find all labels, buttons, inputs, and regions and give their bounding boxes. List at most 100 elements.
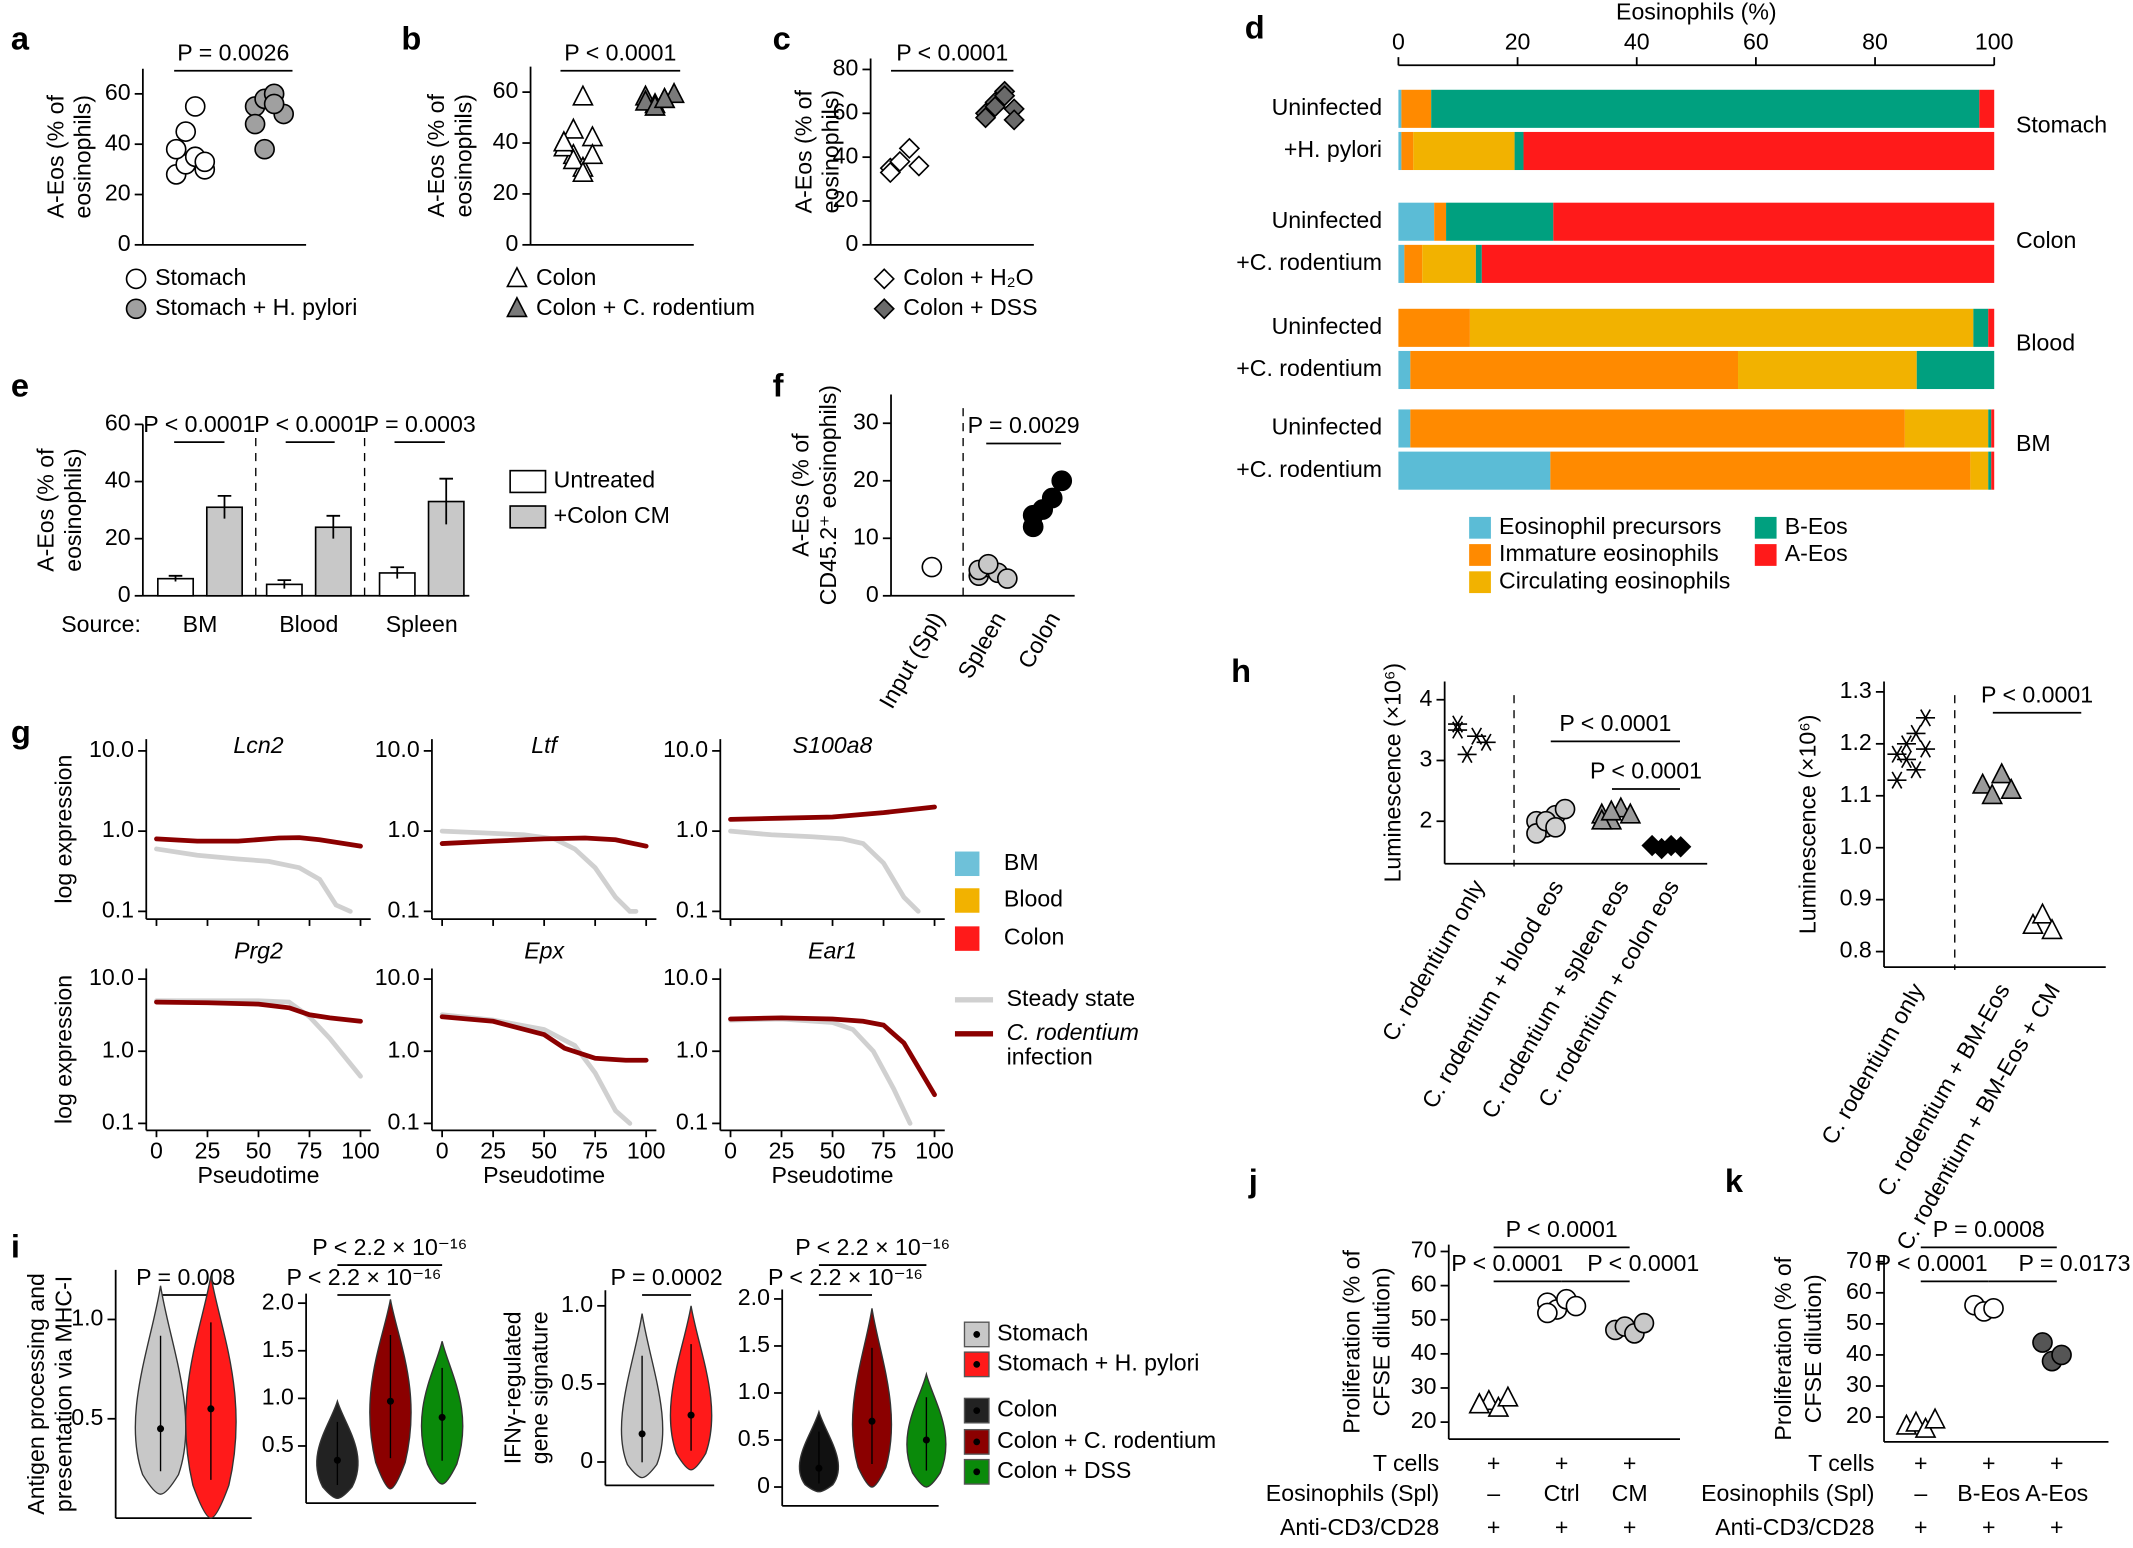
y-tick-label: 1.3: [1840, 677, 1872, 703]
legend-swatch: [509, 505, 547, 529]
condition-cell: +: [1914, 1514, 1928, 1540]
bar-segment: [1973, 308, 1989, 347]
legend-dot: [973, 1331, 981, 1338]
x-tick-label: Colon: [1013, 607, 1066, 672]
median-point: [207, 1405, 215, 1413]
y-tick-label: 2: [1420, 806, 1433, 832]
panel-letter: b: [401, 19, 421, 56]
bar-segment: [1469, 308, 1974, 347]
data-point: [2032, 1332, 2053, 1353]
trend-line: [728, 828, 921, 914]
trend-line: [154, 835, 363, 849]
y-tick-label: 50: [1411, 1305, 1437, 1331]
y-tick-label: 20: [1411, 1407, 1437, 1433]
bar-segment: [1422, 244, 1476, 283]
y-tick-label: 40: [105, 129, 131, 155]
panel-letter: d: [1245, 9, 1265, 46]
group-label: Blood: [2016, 329, 2075, 355]
row-label: +C. rodentium: [1236, 249, 1382, 275]
legend-label: Colon: [997, 1396, 1057, 1422]
x-tick-label: BM: [183, 611, 218, 637]
y-tick-label: 0: [118, 230, 131, 256]
bar-segment: [1401, 131, 1414, 171]
x-tick-label: 50: [531, 1137, 557, 1163]
data-point: [244, 113, 266, 135]
data-point: [2031, 902, 2054, 924]
error-bar: [277, 579, 292, 589]
condition-cell: Ctrl: [1544, 1480, 1580, 1506]
data-point: [1971, 772, 1994, 794]
bar-segment: [1738, 350, 1917, 390]
y-axis-label: IFNγ-regulated: [499, 1311, 525, 1464]
bar-segment: [1916, 350, 1995, 390]
y-tick-label: 60: [105, 410, 131, 436]
bar-segment: [1991, 451, 1995, 490]
y-tick-label: 60: [1411, 1271, 1437, 1297]
median-point: [922, 1436, 930, 1444]
y-tick-label: 10.0: [663, 964, 708, 990]
x-axis-label: Pseudotime: [772, 1162, 894, 1188]
trend-line: [728, 804, 937, 822]
y-tick-label: 1.0: [1840, 833, 1872, 859]
y-axis-label: CD45.2⁺ eosinophils): [815, 385, 841, 605]
chart-title: S100a8: [793, 732, 873, 758]
bar-segment: [1398, 350, 1411, 390]
row-label: Uninfected: [1272, 207, 1382, 233]
y-tick-label: 0.8: [1840, 937, 1872, 963]
bar-segment: [1988, 308, 1995, 347]
bar-segment: [1410, 409, 1905, 448]
panel-letter: c: [773, 19, 791, 56]
chart-title: Ltf: [531, 732, 559, 758]
group-label: BM: [2016, 430, 2051, 456]
x-tick-label: 40: [1624, 29, 1650, 55]
y-tick-label: 1.5: [262, 1336, 294, 1362]
y-tick-label: 0.5: [262, 1431, 294, 1457]
data-point: [2041, 918, 2063, 940]
data-point: [1565, 1295, 1587, 1317]
condition-cell: +: [1555, 1514, 1569, 1540]
panel-letter: i: [11, 1227, 20, 1264]
y-tick-label: 1.0: [738, 1378, 770, 1404]
y-axis-label: presentation via MHC-I: [50, 1276, 76, 1512]
x-tick-label: Blood: [279, 611, 338, 637]
condition-label: Eosinophils (Spl): [1266, 1480, 1439, 1506]
condition-cell: +: [2050, 1450, 2064, 1476]
y-tick-label: 0: [505, 230, 518, 256]
data-point: [908, 155, 930, 177]
data-point: [1924, 1407, 1946, 1429]
condition-label: Anti-CD3/CD28: [1715, 1514, 1874, 1540]
bar-segment: [1404, 244, 1423, 283]
y-axis-label: Antigen processing and: [23, 1273, 49, 1515]
y-tick-label: 0: [580, 1447, 593, 1473]
bar-segment: [1398, 451, 1551, 490]
data-point: [889, 150, 911, 173]
data-point: [263, 93, 285, 115]
y-tick-label: 60: [1846, 1278, 1872, 1304]
y-tick-label: 10.0: [663, 736, 708, 762]
median-point: [386, 1397, 394, 1405]
data-point: [1476, 733, 1496, 751]
condition-cell: B-Eos: [1957, 1480, 2020, 1506]
data-point: [562, 117, 585, 139]
condition-label: T cells: [1373, 1450, 1439, 1476]
data-point: [1041, 487, 1063, 509]
legend-label: +Colon CM: [554, 502, 670, 528]
data-point: [1896, 750, 1916, 769]
legend-marker: [125, 268, 147, 290]
data-point: [553, 130, 575, 152]
condition-cell: +: [1487, 1514, 1501, 1540]
data-point: [165, 138, 187, 160]
legend-label: A-Eos: [1785, 540, 1848, 566]
bar: [427, 500, 465, 597]
data-point: [254, 138, 275, 160]
bar-segment: [1988, 409, 1992, 448]
trend-line: [439, 1014, 649, 1063]
p-value: P < 2.2 × 10⁻¹⁶: [795, 1234, 950, 1260]
legend-swatch: [1469, 516, 1491, 539]
bar-segment: [1401, 89, 1432, 128]
legend-marker: [506, 266, 528, 288]
y-tick-label: 70: [1846, 1247, 1872, 1273]
y-tick-label: 0.1: [676, 896, 708, 922]
bar-segment: [1988, 451, 1992, 490]
x-tick-label: 50: [246, 1137, 272, 1163]
